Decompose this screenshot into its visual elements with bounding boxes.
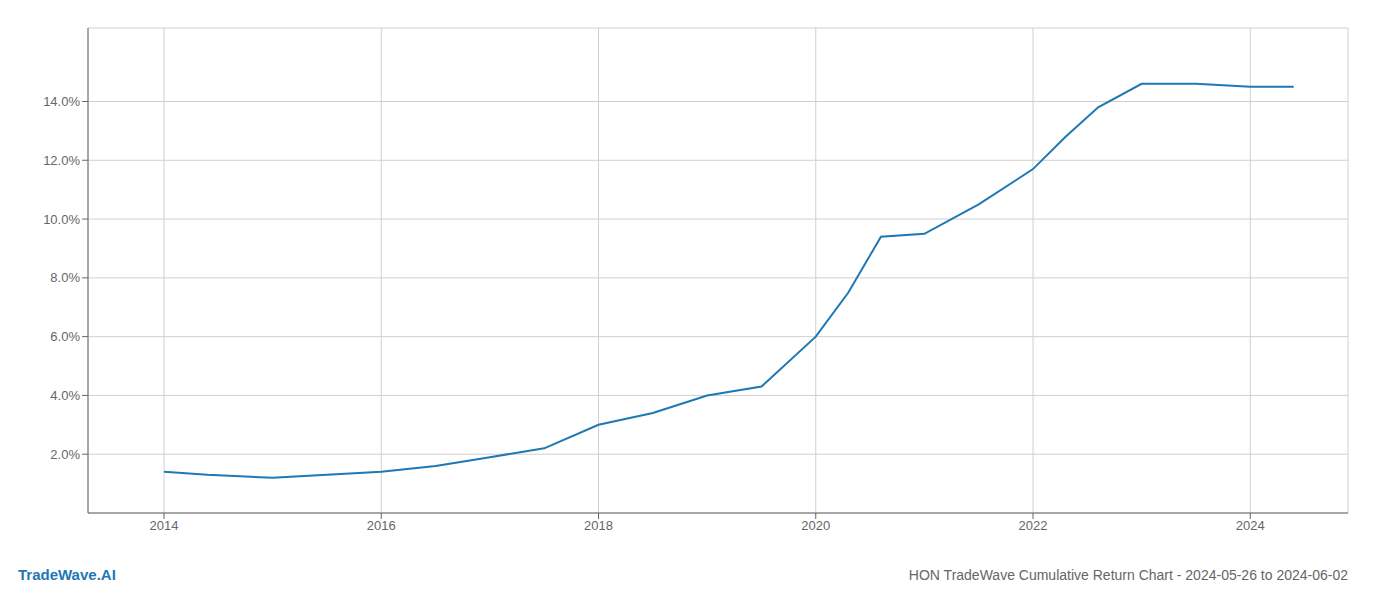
svg-text:2020: 2020 [801,518,830,533]
svg-text:2018: 2018 [584,518,613,533]
svg-text:2016: 2016 [367,518,396,533]
svg-text:14.0%: 14.0% [43,94,80,109]
svg-text:8.0%: 8.0% [50,270,80,285]
html-text:TradeWave.AI: TradeWave.AI [18,566,116,583]
svg-text:2022: 2022 [1019,518,1048,533]
svg-text:4.0%: 4.0% [50,388,80,403]
svg-text:6.0%: 6.0% [50,329,80,344]
svg-text:2014: 2014 [150,518,179,533]
svg-text:2.0%: 2.0% [50,447,80,462]
svg-text:2024: 2024 [1236,518,1265,533]
svg-text:10.0%: 10.0% [43,212,80,227]
svg-text:12.0%: 12.0% [43,153,80,168]
html-text:HON TradeWave Cumulative Retur: HON TradeWave Cumulative Return Chart - … [908,567,1348,583]
